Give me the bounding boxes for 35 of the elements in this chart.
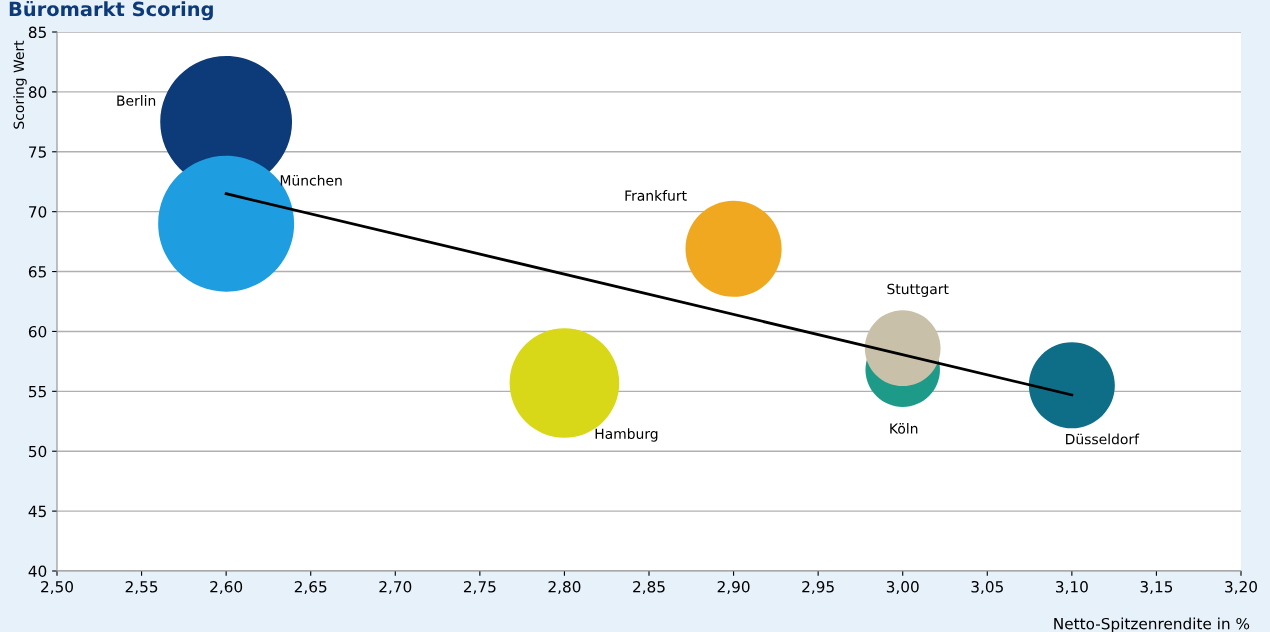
x-tick-label: 2,60: [210, 580, 243, 595]
y-tick-label: 50: [29, 445, 47, 458]
x-tick-label: 2,95: [802, 580, 834, 595]
x-tick-label: 3,05: [971, 580, 1003, 595]
x-tick-label: 3,20: [1225, 580, 1257, 595]
x-tick-label: 2,50: [41, 580, 73, 595]
y-tick-label: 40: [28, 565, 47, 578]
y-tick-label: 65: [28, 266, 46, 278]
x-tick-label: 2,75: [463, 580, 496, 595]
series-label: Hamburg: [595, 428, 658, 442]
x-tick-label: 2,65: [294, 580, 327, 595]
x-tick-label: 2,70: [379, 580, 412, 595]
x-tick-label: 3,15: [1140, 580, 1173, 595]
x-tick-label: 3,00: [886, 580, 919, 595]
series-label: Stuttgart: [887, 283, 949, 297]
series-label: Köln: [890, 423, 918, 434]
series-label: München: [280, 174, 342, 186]
x-tick-label: 2,85: [633, 580, 665, 595]
x-tick-label: 3,10: [1056, 580, 1088, 595]
series-label: Düsseldorf: [1066, 433, 1140, 445]
y-axis-title: Scoring Wert: [13, 40, 27, 129]
y-tick-label: 75: [29, 146, 46, 158]
x-tick-label: 2,55: [125, 580, 158, 595]
chart-title: Büromarkt Scoring: [9, 1, 213, 21]
y-tick-label: 55: [29, 386, 46, 398]
y-tick-label: 80: [28, 86, 47, 98]
series-label: Berlin: [117, 95, 156, 106]
x-tick-label: 2,90: [717, 580, 750, 595]
x-axis-title: Netto-Spitzenrendite in %: [1054, 617, 1250, 632]
x-tick-label: 2,80: [548, 580, 581, 595]
y-tick-label: 70: [29, 206, 47, 218]
series-label: Frankfurt: [625, 190, 687, 201]
y-tick-label: 60: [28, 325, 47, 338]
y-tick-label: 85: [28, 26, 46, 39]
y-tick-label: 45: [28, 505, 46, 518]
